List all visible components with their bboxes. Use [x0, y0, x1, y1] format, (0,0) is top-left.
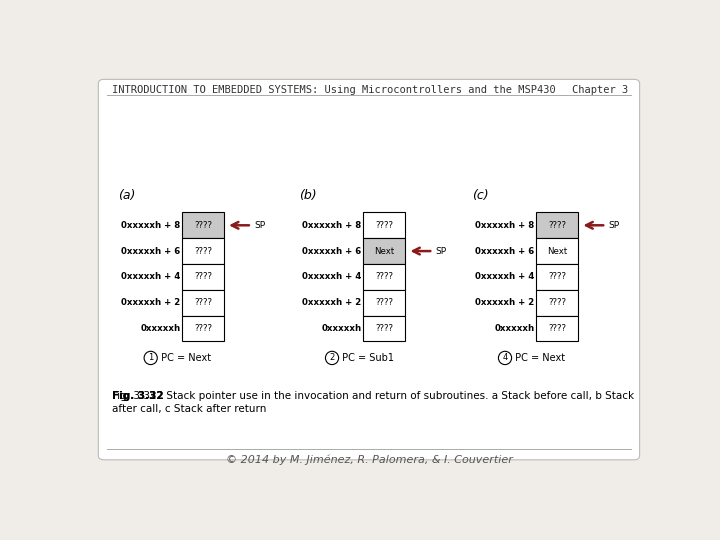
- Text: Chapter 3: Chapter 3: [572, 85, 629, 94]
- Text: (b): (b): [300, 189, 317, 202]
- Bar: [182, 212, 224, 238]
- Text: after call, c Stack after return: after call, c Stack after return: [112, 404, 266, 414]
- Text: 0xxxxxh + 2: 0xxxxxh + 2: [475, 298, 535, 307]
- Bar: [182, 290, 224, 315]
- Text: 0xxxxxh + 2: 0xxxxxh + 2: [302, 298, 361, 307]
- Text: ????: ????: [194, 298, 212, 307]
- Text: ????: ????: [549, 221, 567, 230]
- Bar: [536, 290, 578, 315]
- Bar: [364, 315, 405, 341]
- Bar: [536, 264, 578, 290]
- Bar: [182, 315, 224, 341]
- Text: 0xxxxxh + 4: 0xxxxxh + 4: [121, 272, 181, 281]
- Bar: [182, 264, 224, 290]
- Text: 1: 1: [148, 354, 153, 362]
- Text: 0xxxxxh: 0xxxxxh: [322, 324, 361, 333]
- Text: ????: ????: [194, 324, 212, 333]
- Text: 4: 4: [503, 354, 508, 362]
- Text: INTRODUCTION TO EMBEDDED SYSTEMS: Using Microcontrollers and the MSP430: INTRODUCTION TO EMBEDDED SYSTEMS: Using …: [112, 85, 556, 94]
- Text: ????: ????: [194, 247, 212, 255]
- Text: 0xxxxxh + 6: 0xxxxxh + 6: [121, 247, 181, 255]
- Text: Fig. 3.32   Stack pointer use in the invocation and return of subroutines. a Sta: Fig. 3.32 Stack pointer use in the invoc…: [112, 391, 634, 401]
- Ellipse shape: [325, 352, 338, 365]
- Bar: [536, 315, 578, 341]
- Text: Fig. 3.32: Fig. 3.32: [112, 391, 164, 401]
- Text: 0xxxxxh + 4: 0xxxxxh + 4: [302, 272, 361, 281]
- Bar: [536, 212, 578, 238]
- Text: 0xxxxxh + 4: 0xxxxxh + 4: [475, 272, 535, 281]
- Text: ????: ????: [375, 221, 393, 230]
- Bar: [364, 290, 405, 315]
- Text: © 2014 by M. Jiménez, R. Palomera, & I. Couvertier: © 2014 by M. Jiménez, R. Palomera, & I. …: [225, 454, 513, 465]
- Text: 0xxxxxh + 6: 0xxxxxh + 6: [302, 247, 361, 255]
- Text: PC = Next: PC = Next: [158, 353, 211, 363]
- Ellipse shape: [144, 352, 157, 365]
- Text: 0xxxxxh + 8: 0xxxxxh + 8: [302, 221, 361, 230]
- Text: 0xxxxxh + 8: 0xxxxxh + 8: [475, 221, 535, 230]
- Text: Next: Next: [374, 247, 395, 255]
- Text: SP: SP: [436, 247, 446, 255]
- Text: ????: ????: [375, 272, 393, 281]
- Bar: [364, 238, 405, 264]
- Text: ????: ????: [375, 324, 393, 333]
- Text: SP: SP: [254, 221, 265, 230]
- Text: 0xxxxxh + 6: 0xxxxxh + 6: [475, 247, 535, 255]
- Text: ????: ????: [549, 324, 567, 333]
- Text: Fig. 3.32: Fig. 3.32: [112, 391, 164, 401]
- Text: ????: ????: [375, 298, 393, 307]
- Ellipse shape: [498, 352, 512, 365]
- Text: (a): (a): [118, 189, 135, 202]
- Text: SP: SP: [608, 221, 619, 230]
- Bar: [182, 238, 224, 264]
- Text: (c): (c): [472, 189, 489, 202]
- Text: 0xxxxxh: 0xxxxxh: [140, 324, 181, 333]
- Text: 0xxxxxh + 8: 0xxxxxh + 8: [121, 221, 181, 230]
- Bar: [364, 212, 405, 238]
- Text: PC = Next: PC = Next: [512, 353, 565, 363]
- Bar: [364, 264, 405, 290]
- Text: Next: Next: [547, 247, 567, 255]
- Text: 2: 2: [330, 354, 335, 362]
- Text: ????: ????: [194, 272, 212, 281]
- FancyBboxPatch shape: [99, 79, 639, 460]
- Text: 0xxxxxh + 2: 0xxxxxh + 2: [121, 298, 181, 307]
- Text: ????: ????: [194, 221, 212, 230]
- Text: ????: ????: [549, 298, 567, 307]
- Text: PC = Sub1: PC = Sub1: [339, 353, 395, 363]
- Text: 0xxxxxh: 0xxxxxh: [495, 324, 535, 333]
- Text: ????: ????: [549, 272, 567, 281]
- Bar: [536, 238, 578, 264]
